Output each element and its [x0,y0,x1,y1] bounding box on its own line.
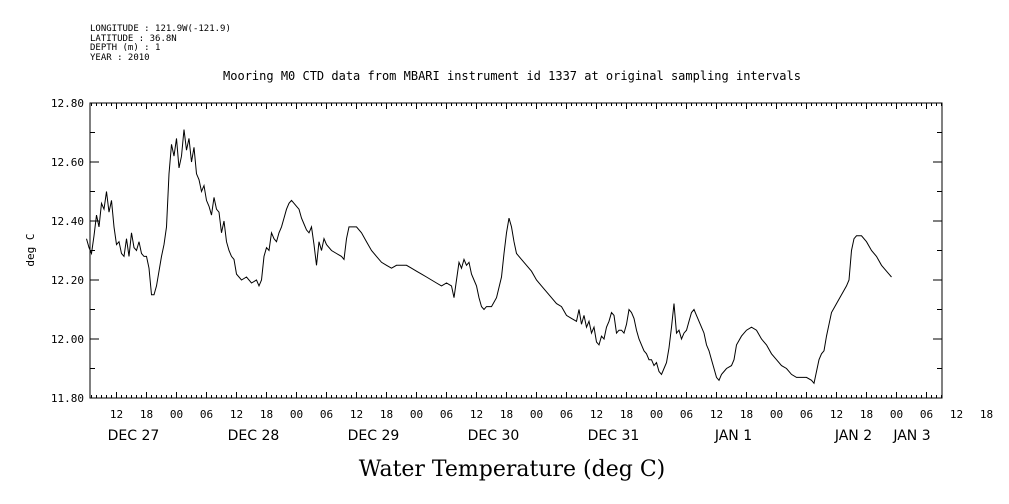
day-label: DEC 27 [108,428,160,444]
x-tick-label: 18 [260,408,273,421]
x-ticks [91,103,942,398]
meta-depth: DEPTH (m) : 1 [90,43,160,53]
x-tick-label: 18 [620,408,633,421]
x-tick-label: 00 [290,408,303,421]
y-tick-labels: 11.80 12.00 12.20 12.40 12.60 12.80 [51,97,84,405]
x-tick-label: 18 [980,408,993,421]
x-tick-label: 00 [170,408,183,421]
day-label: DEC 29 [348,428,400,444]
day-label: DEC 28 [228,428,280,444]
x-tick-labels: 12 18 00 06 12 18 00 06 12 18 00 06 12 18 00 06 12 18 00 06… [110,408,993,421]
meta-year: YEAR : 2010 [90,53,150,63]
y-axis-label: deg C [24,233,37,266]
x-tick-label: 06 [920,408,933,421]
y-ticks [90,102,942,399]
y-tick-label: 12.00 [51,333,84,346]
y-tick-label: 12.20 [51,274,84,287]
x-tick-label: 18 [860,408,873,421]
x-tick-label: 18 [140,408,153,421]
y-tick-label: 12.60 [51,156,84,169]
chart-title: Mooring M0 CTD data from MBARI instrumen… [223,69,801,83]
x-tick-label: 06 [440,408,453,421]
x-tick-label: 12 [950,408,963,421]
x-tick-label: 12 [470,408,483,421]
y-tick-label: 12.40 [51,215,84,228]
day-label: JAN 2 [834,428,872,444]
x-tick-label: 06 [800,408,813,421]
x-tick-label: 06 [320,408,333,421]
x-tick-label: 18 [380,408,393,421]
x-tick-label: 00 [890,408,903,421]
x-tick-label: 06 [680,408,693,421]
x-tick-label: 00 [650,408,663,421]
x-tick-label: 00 [530,408,543,421]
x-tick-label: 12 [350,408,363,421]
x-tick-label: 06 [560,408,573,421]
x-tick-label: 12 [590,408,603,421]
x-axis-label: Water Temperature (deg C) [359,457,666,482]
x-tick-label: 06 [200,408,213,421]
x-tick-label: 12 [830,408,843,421]
x-tick-label: 18 [740,408,753,421]
y-tick-label: 11.80 [51,392,84,405]
series-line [86,129,892,385]
y-tick-label: 12.80 [51,97,84,110]
day-label: DEC 30 [468,428,520,444]
x-tick-label: 12 [710,408,723,421]
meta-latitude: LATITUDE : 36.8N [90,34,177,44]
meta-longitude: LONGITUDE : 121.9W(-121.9) [90,24,231,34]
x-tick-label: 00 [770,408,783,421]
day-labels: DEC 27 DEC 28 DEC 29 DEC 30 DEC 31 JAN 1 JAN 2… [108,428,931,444]
x-tick-label: 12 [230,408,243,421]
day-label: DEC 31 [588,428,640,444]
day-label: JAN 3 [892,428,930,444]
x-tick-label: 00 [410,408,423,421]
day-label: JAN 1 [714,428,752,444]
x-tick-label: 12 [110,408,123,421]
x-tick-label: 18 [500,408,513,421]
